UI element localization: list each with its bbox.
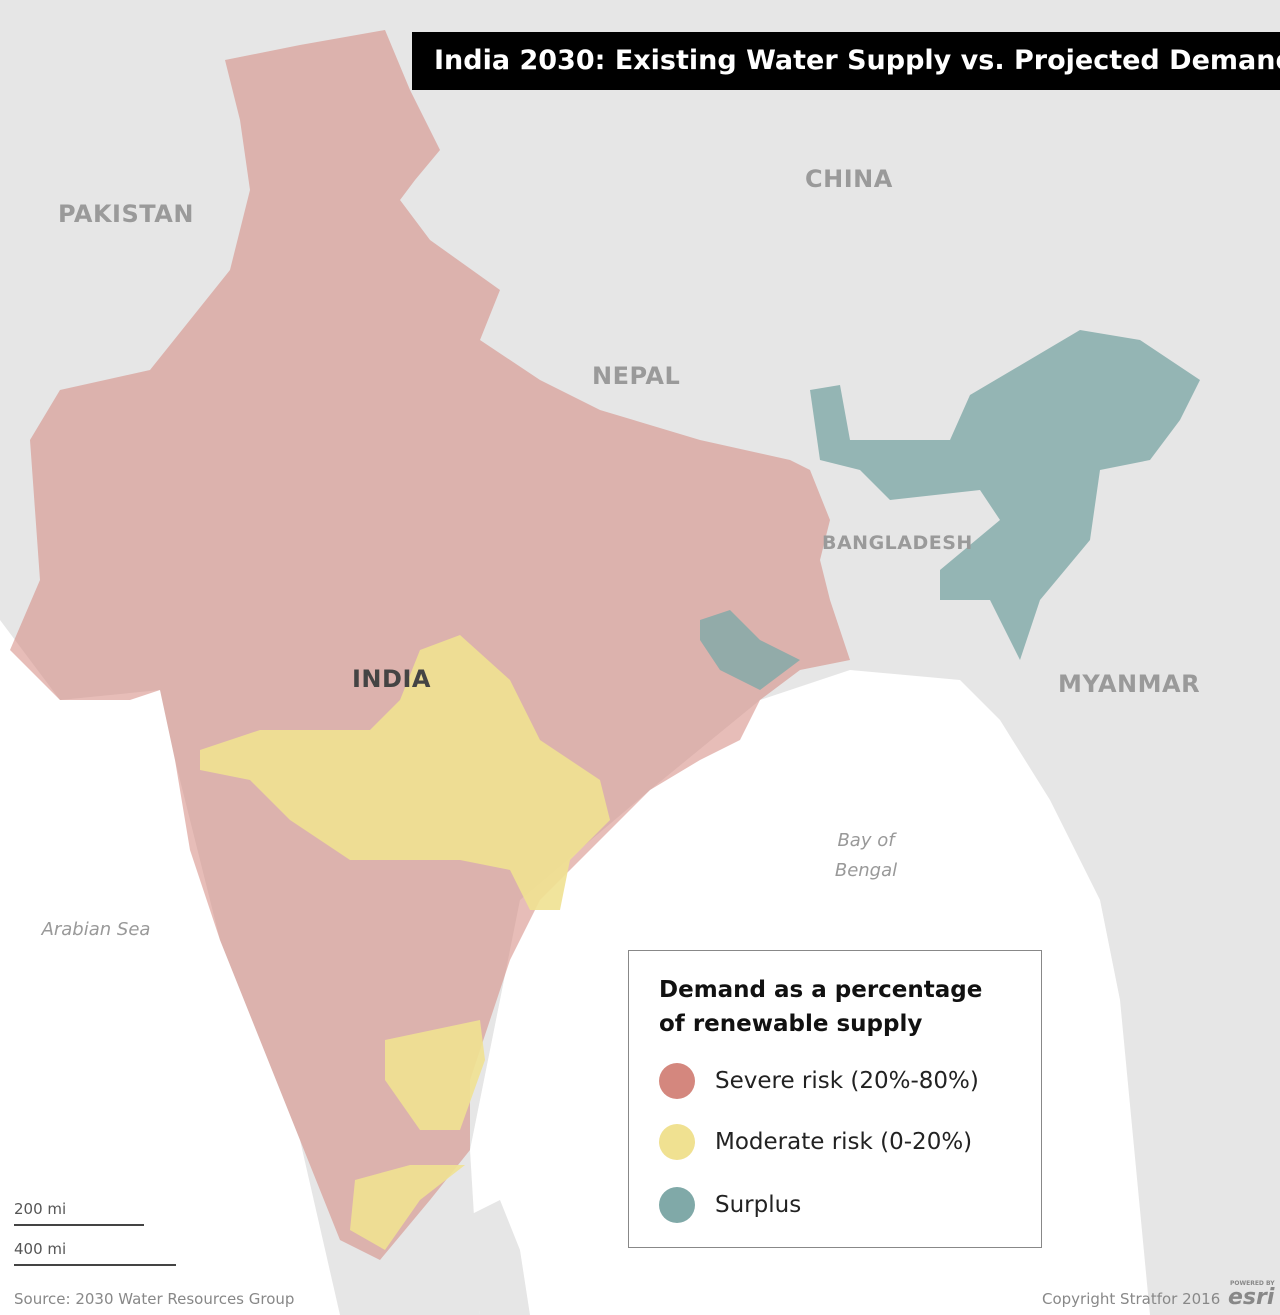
country-label: BANGLADESH bbox=[822, 532, 973, 554]
legend-label: Severe risk (20%-80%) bbox=[715, 1068, 979, 1094]
sea bbox=[0, 620, 340, 1315]
country-label: MYANMAR bbox=[1058, 670, 1201, 698]
sea-label: Bay of Bengal bbox=[834, 830, 898, 881]
legend-swatch bbox=[659, 1063, 695, 1099]
region-severe bbox=[10, 30, 850, 1260]
scale-label: 200 mi bbox=[14, 1200, 67, 1218]
logo: esri bbox=[1228, 1285, 1275, 1310]
sea-label: Arabian Sea bbox=[41, 919, 151, 940]
region-surplus bbox=[700, 610, 800, 690]
country-label: INDIA bbox=[352, 665, 431, 693]
scale-label: 400 mi bbox=[14, 1240, 67, 1258]
country-label: PAKISTAN bbox=[58, 200, 194, 228]
legend-label: Moderate risk (0-20%) bbox=[715, 1129, 973, 1155]
region-surplus bbox=[810, 330, 1200, 660]
logo-caption: POWERED BY bbox=[1230, 1280, 1275, 1287]
region-moderate bbox=[385, 1020, 485, 1130]
country-label: NEPAL bbox=[592, 362, 681, 390]
region-moderate bbox=[200, 635, 610, 910]
legend-label: Surplus bbox=[715, 1192, 802, 1218]
map-title: India 2030: Existing Water Supply vs. Pr… bbox=[412, 32, 1280, 90]
copyright: Copyright Stratfor 2016 bbox=[1042, 1290, 1221, 1308]
region-moderate bbox=[350, 1165, 465, 1250]
island bbox=[470, 1200, 530, 1315]
legend-swatch bbox=[659, 1187, 695, 1223]
legend: Demand as a percentage of renewable supp… bbox=[628, 950, 1042, 1248]
source: Source: 2030 Water Resources Group bbox=[14, 1290, 295, 1308]
legend-title: Demand as a percentage of renewable supp… bbox=[659, 977, 983, 1037]
legend-swatch bbox=[659, 1124, 695, 1160]
country-label: CHINA bbox=[805, 165, 893, 193]
